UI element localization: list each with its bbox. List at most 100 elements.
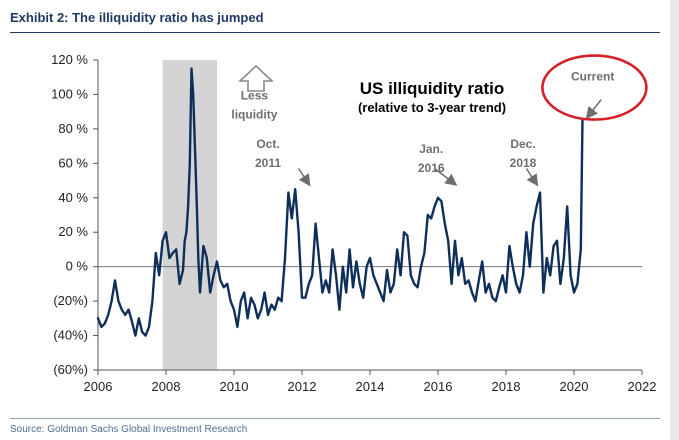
exhibit-title: Exhibit 2: The illiquidity ratio has jum… xyxy=(10,10,264,25)
data-point xyxy=(308,283,310,285)
data-point xyxy=(304,297,306,299)
data-point xyxy=(190,68,193,70)
data-point xyxy=(209,291,211,294)
data-point xyxy=(284,257,286,259)
data-point xyxy=(219,279,221,282)
data-point xyxy=(168,257,170,259)
data-point xyxy=(345,291,347,294)
data-point xyxy=(420,266,422,268)
data-point xyxy=(335,274,337,276)
data-point xyxy=(573,291,575,294)
data-point xyxy=(189,162,191,164)
data-point xyxy=(202,245,204,247)
data-point xyxy=(417,286,419,288)
data-point xyxy=(481,260,483,263)
data-point xyxy=(553,245,555,247)
data-point xyxy=(454,240,456,242)
data-point xyxy=(478,279,480,282)
data-point xyxy=(141,331,143,333)
data-point xyxy=(206,257,208,259)
data-point xyxy=(389,291,391,294)
data-point xyxy=(107,314,109,316)
x-tick-label: 2020 xyxy=(560,379,589,394)
data-point xyxy=(563,257,565,259)
data-point xyxy=(194,145,196,147)
data-point xyxy=(403,231,405,233)
data-point xyxy=(349,248,351,251)
data-point xyxy=(413,283,415,285)
y-tick-label: 100 % xyxy=(51,86,88,101)
data-point xyxy=(253,303,255,306)
data-point xyxy=(355,260,357,263)
data-point xyxy=(240,300,242,302)
x-tick-label: 2018 xyxy=(492,379,521,394)
data-point xyxy=(325,279,327,282)
data-point xyxy=(267,314,269,316)
data-point xyxy=(468,279,470,282)
data-point xyxy=(117,300,119,302)
data-point xyxy=(366,266,368,268)
data-point xyxy=(369,257,371,259)
current-highlight-circle xyxy=(541,54,648,121)
annotation-label: Jan. xyxy=(419,142,443,156)
data-point xyxy=(175,248,177,251)
data-point xyxy=(546,257,548,259)
data-point xyxy=(196,197,198,199)
data-point xyxy=(250,297,252,299)
data-point xyxy=(230,300,232,302)
data-point xyxy=(247,317,249,319)
data-point xyxy=(576,283,579,285)
data-point xyxy=(257,317,259,319)
data-point xyxy=(328,291,330,294)
data-point xyxy=(406,235,408,237)
data-point xyxy=(400,274,402,276)
x-tick-label: 2006 xyxy=(84,379,113,394)
title-divider xyxy=(10,32,660,33)
data-point xyxy=(311,274,313,276)
data-point xyxy=(226,283,228,285)
data-point xyxy=(274,309,276,311)
data-point xyxy=(495,300,497,302)
data-point xyxy=(512,266,514,268)
data-point xyxy=(104,322,106,325)
data-point xyxy=(179,283,181,285)
data-point xyxy=(165,231,167,233)
data-point xyxy=(100,326,102,328)
data-point xyxy=(437,197,439,199)
data-point xyxy=(131,321,133,323)
data-point xyxy=(566,205,568,207)
data-point xyxy=(440,200,442,202)
data-point xyxy=(393,283,395,285)
data-point xyxy=(491,297,493,299)
x-tick-label: 2012 xyxy=(288,379,317,394)
data-point xyxy=(162,240,164,242)
data-point xyxy=(332,248,334,251)
data-point xyxy=(182,269,184,271)
data-point xyxy=(427,214,429,216)
x-tick-label: 2014 xyxy=(356,379,385,394)
data-point xyxy=(264,291,266,294)
data-point xyxy=(287,192,289,194)
data-point xyxy=(121,309,123,311)
y-tick-label: 0 % xyxy=(66,259,89,274)
data-point xyxy=(522,274,524,276)
data-point xyxy=(372,274,374,276)
annotation-arrow xyxy=(297,168,311,187)
data-point xyxy=(505,291,507,294)
data-point xyxy=(97,317,99,319)
data-point xyxy=(216,260,218,263)
data-point xyxy=(570,274,572,276)
annotation-label: 2018 xyxy=(510,156,537,170)
data-point xyxy=(549,274,551,276)
data-point xyxy=(410,274,412,276)
data-point xyxy=(580,248,582,251)
data-point xyxy=(134,334,136,337)
data-point xyxy=(379,291,381,294)
data-point xyxy=(315,223,317,225)
data-point xyxy=(260,309,262,311)
data-point xyxy=(184,240,186,242)
data-point xyxy=(213,274,215,276)
data-point xyxy=(192,93,194,96)
data-point xyxy=(172,252,174,254)
data-point xyxy=(197,257,199,259)
